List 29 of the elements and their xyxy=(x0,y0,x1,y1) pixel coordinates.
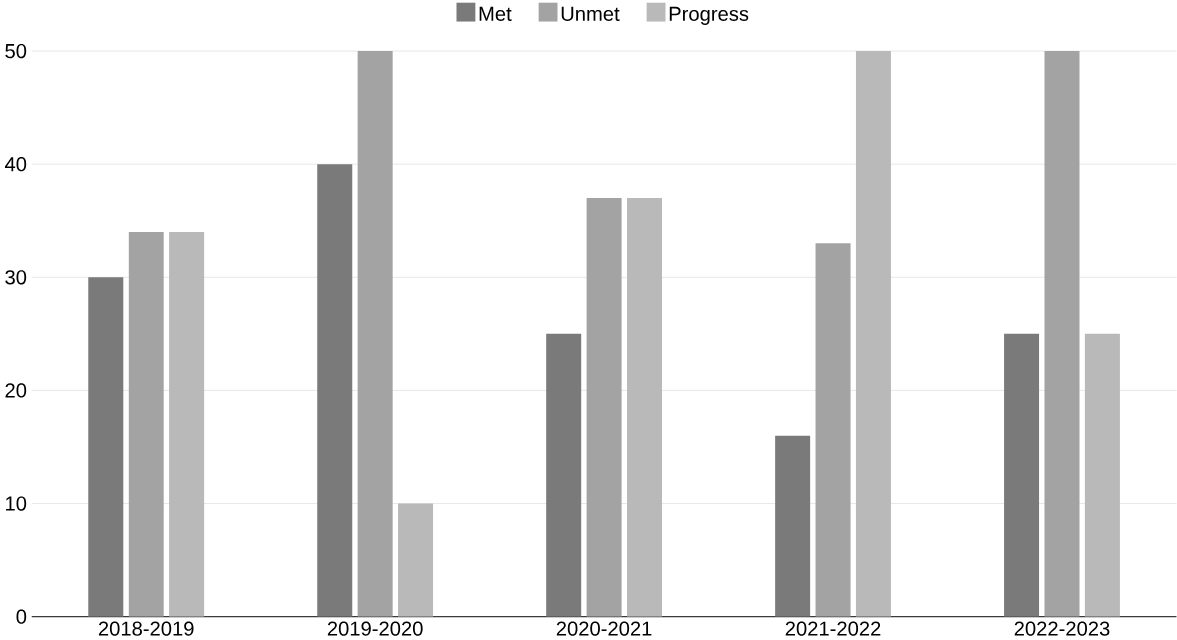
y-tick-label: 20 xyxy=(5,383,27,398)
bar xyxy=(317,164,353,617)
bar xyxy=(586,198,622,617)
bar xyxy=(357,50,393,617)
bar xyxy=(1044,50,1080,617)
y-tick-label: 10 xyxy=(6,496,27,511)
bar xyxy=(1004,333,1040,617)
legend-label: Unmet xyxy=(561,6,620,21)
bar xyxy=(775,435,811,617)
x-tick-label: 2022-2023 xyxy=(1014,621,1110,636)
x-tick-label: 2021-2022 xyxy=(785,621,881,636)
bar xyxy=(626,198,663,617)
y-tick-label: 0 xyxy=(16,609,27,624)
x-tick-label: 2020-2021 xyxy=(556,621,652,636)
legend-label: Met xyxy=(479,6,512,21)
bar xyxy=(815,243,851,617)
x-tick-label: 2019-2020 xyxy=(327,621,423,636)
y-tick-label: 30 xyxy=(5,270,27,285)
y-tick-label: 50 xyxy=(5,43,27,59)
bar xyxy=(1084,333,1120,617)
bar xyxy=(546,333,582,617)
bar xyxy=(398,503,434,617)
bar xyxy=(169,231,205,617)
y-tick-label: 40 xyxy=(4,156,27,172)
bar xyxy=(88,277,124,617)
legend-label: Progress xyxy=(669,6,749,25)
bar xyxy=(855,50,891,617)
x-tick-label: 2018-2019 xyxy=(98,621,194,636)
bar xyxy=(128,231,164,617)
